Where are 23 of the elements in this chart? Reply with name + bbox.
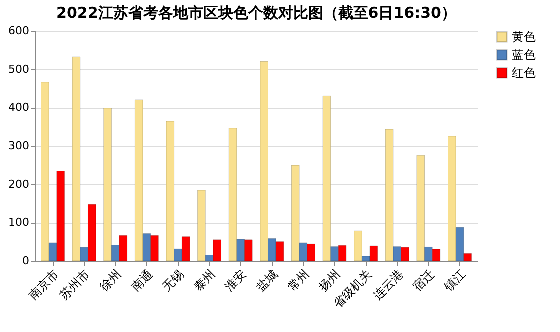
x-tick-label: 苏州市 <box>57 267 93 302</box>
y-tick-label: 100 <box>8 216 30 230</box>
y-tick-label: 300 <box>8 140 30 152</box>
x-tick-label: 南通 <box>128 267 156 294</box>
y-tick-label: 0 <box>22 254 30 268</box>
x-tick-label: 徐州 <box>97 267 124 294</box>
x-tick-label: 镇江 <box>440 267 468 295</box>
y-tick-label: 200 <box>8 178 30 191</box>
legend-label: 黄色 <box>512 30 536 44</box>
y-tick-label: 500 <box>8 62 30 76</box>
x-tick-label: 无锡 <box>160 267 187 294</box>
x-tick-label: 淮安 <box>222 267 250 294</box>
x-tick-label: 扬州 <box>316 267 344 294</box>
x-tick-label: 连云港 <box>370 267 406 302</box>
chart-title: 2022江苏省考各地市区块色个数对比图（截至6日16:30） <box>56 4 456 22</box>
legend-label: 蓝色 <box>512 48 536 62</box>
x-tick-label: 盐城 <box>254 267 281 294</box>
x-tick-label: 泰州 <box>191 267 218 294</box>
legend-label: 红色 <box>512 66 536 80</box>
x-tick-label: 常州 <box>285 267 312 294</box>
y-tick-label: 400 <box>8 101 30 114</box>
y-tick-label: 600 <box>8 24 30 38</box>
x-tick-label: 宿迁 <box>410 267 438 294</box>
